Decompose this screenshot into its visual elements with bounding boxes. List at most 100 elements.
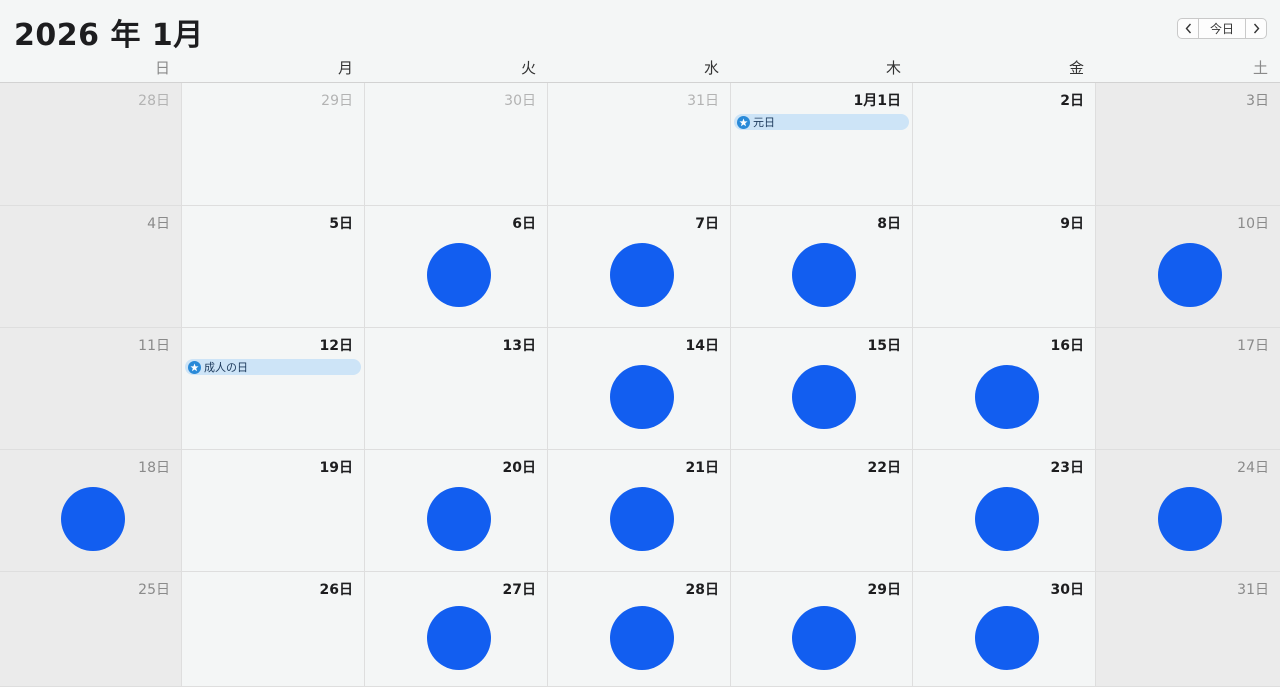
weekday-label: 金 [1068, 59, 1084, 77]
day-number: 20日 [502, 460, 536, 476]
day-cell[interactable]: 8日 [731, 206, 913, 328]
day-number: 22日 [867, 460, 901, 476]
day-cell[interactable]: 29日 [731, 572, 913, 687]
redaction-dot [610, 606, 674, 670]
day-number: 7日 [695, 216, 719, 232]
day-cell[interactable]: 28日 [0, 83, 182, 206]
day-cell[interactable]: 22日 [731, 450, 913, 572]
day-cell[interactable]: 24日 [1096, 450, 1280, 572]
holiday-event-label: 元日 [753, 116, 775, 129]
star-icon [739, 118, 748, 126]
day-number: 12日 [319, 338, 353, 354]
day-number: 8日 [877, 216, 901, 232]
day-cell[interactable]: 9日 [913, 206, 1096, 328]
day-number: 30日 [504, 93, 536, 109]
weekday-label: 月 [337, 59, 353, 77]
redaction-dot [792, 243, 856, 307]
redaction-dot [1158, 487, 1222, 551]
day-number: 10日 [1237, 216, 1269, 232]
holiday-event[interactable]: 成人の日 [185, 359, 361, 375]
day-cell[interactable]: 6日 [365, 206, 548, 328]
weekday-label: 火 [520, 59, 536, 77]
day-cell[interactable]: 23日 [913, 450, 1096, 572]
day-cell[interactable]: 18日 [0, 450, 182, 572]
day-number: 9日 [1060, 216, 1084, 232]
day-cell[interactable]: 3日 [1096, 83, 1280, 206]
day-number: 6日 [512, 216, 536, 232]
day-cell[interactable]: 20日 [365, 450, 548, 572]
next-month-button[interactable] [1245, 18, 1267, 39]
day-cell[interactable]: 4日 [0, 206, 182, 328]
day-cell[interactable]: 29日 [182, 83, 365, 206]
day-cell[interactable]: 14日 [548, 328, 731, 450]
day-cell[interactable]: 27日 [365, 572, 548, 687]
month-navigation: 今日 [1177, 18, 1267, 39]
day-cell[interactable]: 13日 [365, 328, 548, 450]
weekday-label: 日 [154, 59, 170, 77]
weekday-header-row: 日月火水木金土 [0, 57, 1280, 83]
day-number: 31日 [1237, 582, 1269, 598]
day-cell[interactable]: 7日 [548, 206, 731, 328]
redaction-dot [975, 365, 1039, 429]
day-number: 13日 [502, 338, 536, 354]
day-cell[interactable]: 16日 [913, 328, 1096, 450]
day-number: 11日 [138, 338, 170, 354]
day-number: 16日 [1050, 338, 1084, 354]
day-cell[interactable]: 25日 [0, 572, 182, 687]
day-number: 2日 [1060, 93, 1084, 109]
day-cell[interactable]: 30日 [913, 572, 1096, 687]
redaction-dot [61, 487, 125, 551]
holiday-icon [188, 360, 201, 374]
day-cell[interactable]: 15日 [731, 328, 913, 450]
day-cell[interactable]: 17日 [1096, 328, 1280, 450]
day-number: 29日 [867, 582, 901, 598]
today-button[interactable]: 今日 [1199, 18, 1245, 39]
day-number: 25日 [138, 582, 170, 598]
star-icon [190, 363, 199, 371]
day-number: 14日 [685, 338, 719, 354]
redaction-dot [792, 606, 856, 670]
day-cell[interactable]: 31日 [548, 83, 731, 206]
day-cell[interactable]: 2日 [913, 83, 1096, 206]
day-number: 19日 [319, 460, 353, 476]
day-cell[interactable]: 31日 [1096, 572, 1280, 687]
redaction-dot [1158, 243, 1222, 307]
redaction-dot [427, 487, 491, 551]
holiday-event-label: 成人の日 [204, 361, 248, 374]
day-cell[interactable]: 11日 [0, 328, 182, 450]
day-cell[interactable]: 28日 [548, 572, 731, 687]
holiday-event[interactable]: 元日 [734, 114, 909, 130]
day-cell[interactable]: 12日成人の日 [182, 328, 365, 450]
redaction-dot [975, 487, 1039, 551]
day-cell[interactable]: 30日 [365, 83, 548, 206]
day-cell[interactable]: 10日 [1096, 206, 1280, 328]
redaction-dot [610, 487, 674, 551]
day-number: 23日 [1050, 460, 1084, 476]
day-number: 5日 [329, 216, 353, 232]
day-number: 30日 [1050, 582, 1084, 598]
day-number: 3日 [1246, 93, 1269, 109]
day-cell[interactable]: 21日 [548, 450, 731, 572]
day-cell[interactable]: 5日 [182, 206, 365, 328]
redaction-dot [792, 365, 856, 429]
day-cell[interactable]: 26日 [182, 572, 365, 687]
redaction-dot [427, 606, 491, 670]
redaction-dot [610, 365, 674, 429]
day-number: 24日 [1237, 460, 1269, 476]
day-number: 29日 [321, 93, 353, 109]
redaction-dot [610, 243, 674, 307]
holiday-icon [737, 115, 750, 129]
previous-month-button[interactable] [1177, 18, 1199, 39]
day-number: 26日 [319, 582, 353, 598]
day-number: 31日 [687, 93, 719, 109]
day-number: 18日 [138, 460, 170, 476]
redaction-dot [427, 243, 491, 307]
day-number: 1月1日 [853, 93, 901, 109]
day-cell[interactable]: 1月1日元日 [731, 83, 913, 206]
weekday-label: 木 [885, 59, 901, 77]
day-cell[interactable]: 19日 [182, 450, 365, 572]
weekday-label: 水 [703, 59, 719, 77]
day-number: 4日 [147, 216, 170, 232]
day-number: 17日 [1237, 338, 1269, 354]
day-number: 21日 [685, 460, 719, 476]
